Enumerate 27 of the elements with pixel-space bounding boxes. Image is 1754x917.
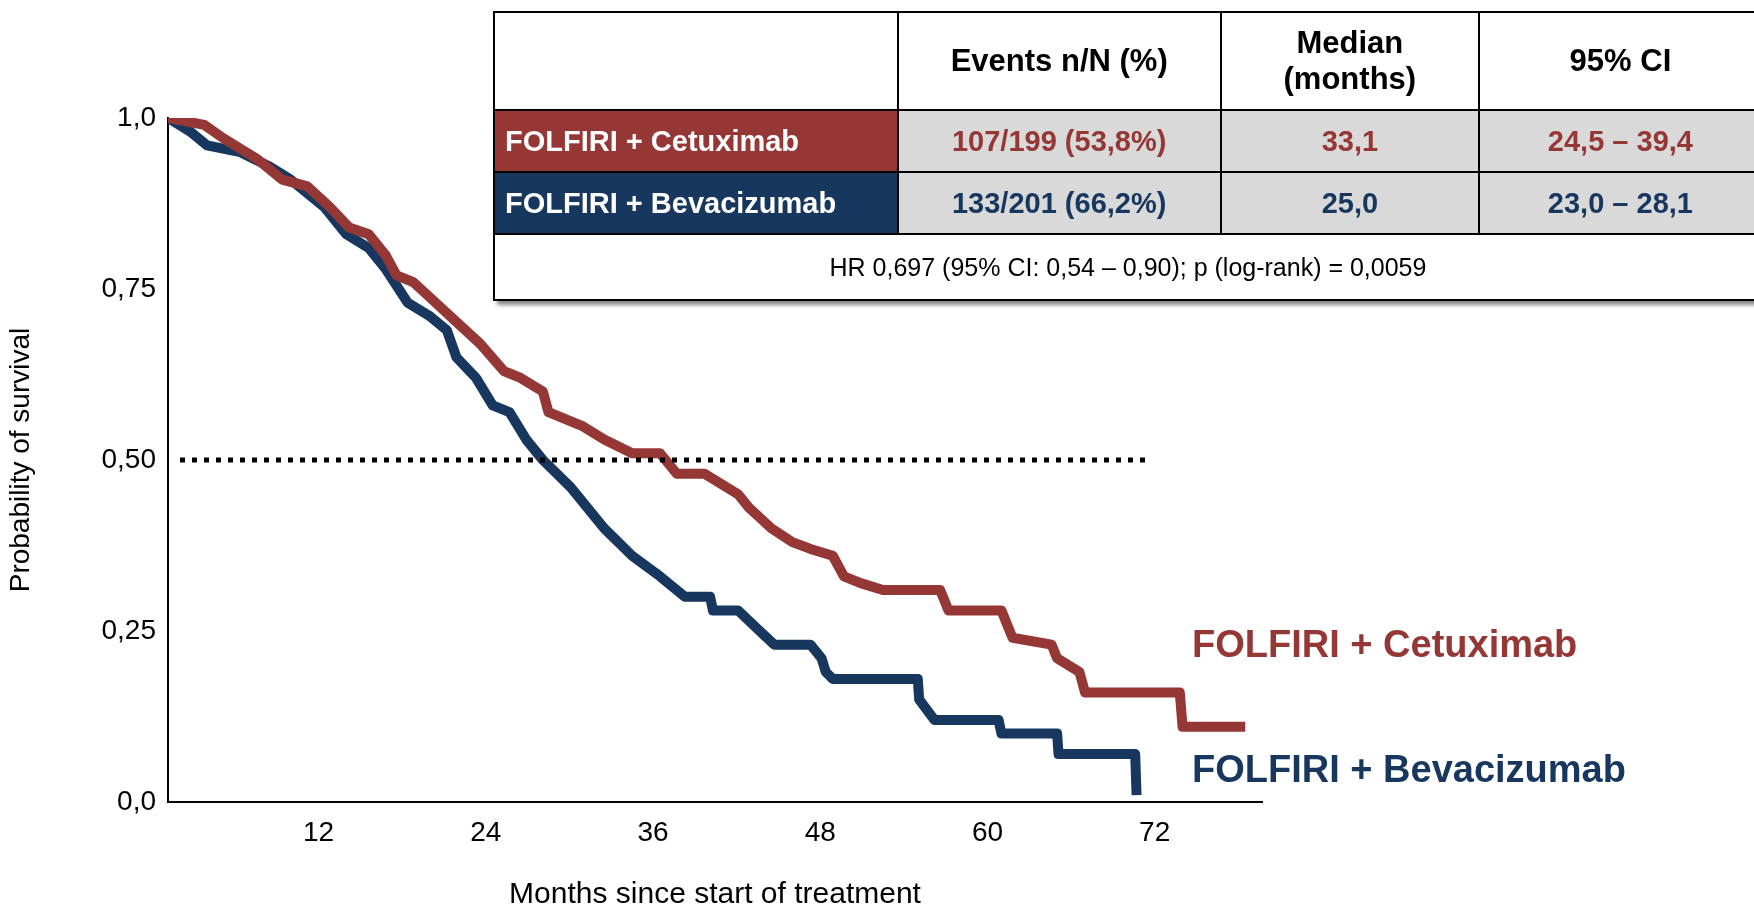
text: 95% CI <box>1569 43 1672 78</box>
y-tick-label: 0,25 <box>101 613 156 645</box>
x-tick-label: 24 <box>470 815 502 847</box>
text: 23,0 – 28,1 <box>1547 186 1693 219</box>
x-tick-label: 12 <box>302 815 335 847</box>
y-tick-label: 0,0 <box>117 784 156 816</box>
x-tick-label: 48 <box>804 815 836 847</box>
y-axis-title: Probability of survival <box>3 327 35 593</box>
text: 24,5 – 39,4 <box>1547 124 1693 157</box>
text: FOLFIRI + Cetuximab <box>505 124 800 157</box>
y-tick-label: 0,75 <box>101 271 156 303</box>
text: Events n/N (%) <box>950 43 1168 78</box>
x-tick-label: 60 <box>971 815 1004 847</box>
x-axis-title: Months since start of treatment <box>509 876 922 910</box>
text: 33,1 <box>1321 124 1379 157</box>
y-tick-label: 1,0 <box>117 100 156 132</box>
text: 25,0 <box>1321 186 1379 219</box>
text: FOLFIRI + Bevacizumab <box>505 186 837 219</box>
series-label: FOLFIRI + Cetuximab <box>1192 623 1578 666</box>
annotation: HR 0,697 (95% CI: 0,54 – 0,90); p (log-rank) = 0,0059 <box>494 234 1754 300</box>
series-label: FOLFIRI + Bevacizumab <box>1192 748 1626 791</box>
annotation: 133/201 (66,2%) <box>897 172 1221 234</box>
x-tick-label: 72 <box>1139 815 1171 847</box>
x-tick-label: 36 <box>637 815 669 847</box>
annotation: 107/199 (53,8%) <box>897 110 1221 172</box>
y-tick-label: 0,50 <box>101 442 156 474</box>
text: Median (months) <box>1283 25 1417 96</box>
